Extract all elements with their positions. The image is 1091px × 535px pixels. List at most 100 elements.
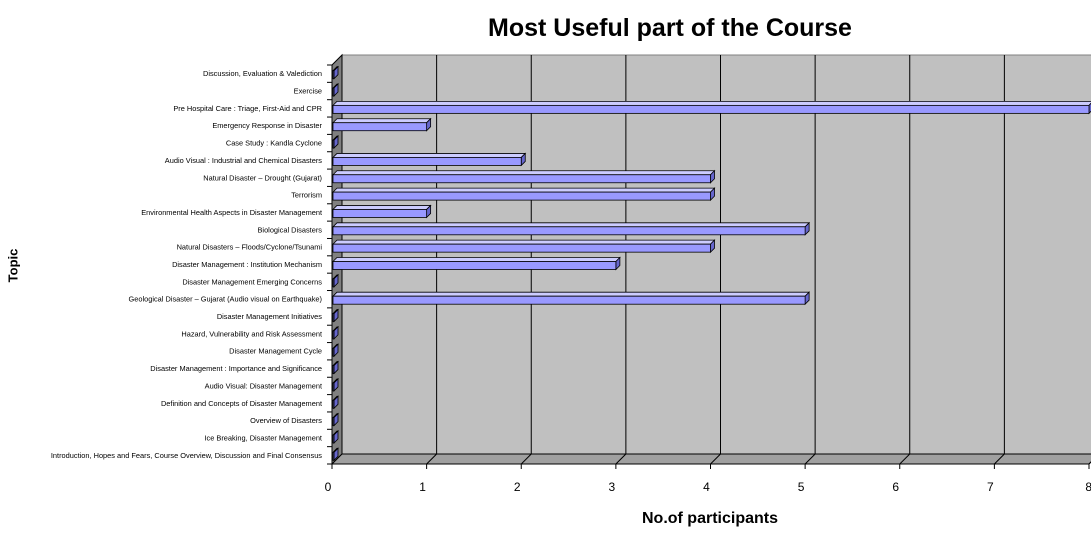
plot-area [330,53,1091,466]
gridline [710,55,721,465]
bar-top-face [332,222,811,228]
category-label: Disaster Management : Institution Mechan… [172,260,322,269]
bar [332,187,716,202]
bar [332,412,339,427]
chart-title: Most Useful part of the Course [488,14,852,42]
bar [332,135,339,150]
bar-front-face [332,295,806,305]
bar-top-face [332,153,527,158]
category-label: Definition and Concepts of Disaster Mana… [161,399,322,408]
x-tick-label: 5 [798,480,805,494]
axes [327,64,1090,469]
gridline [994,55,1005,465]
bar [332,65,339,80]
bar-top-face [332,257,621,262]
bar-top-face [332,118,432,124]
bar [332,343,339,358]
bar [332,308,339,323]
category-label: Introduction, Hopes and Fears, Course Ov… [51,451,322,460]
category-label: Disaster Management : Importance and Sig… [150,364,322,373]
category-labels: Introduction, Hopes and Fears, Course Ov… [51,69,323,460]
bar-front-face [332,347,335,357]
bar [332,447,339,462]
bar [332,221,811,236]
bar [332,100,1091,115]
bar [332,325,339,340]
bar-front-face [332,261,617,270]
category-label: Natural Disaster – Drought (Gujarat) [203,173,322,182]
gridline [804,55,816,465]
bar-top-face [332,100,1091,106]
bar-top-face [332,239,716,245]
x-tick-label: 0 [325,480,332,494]
bars [332,65,1091,462]
bar-front-face [332,382,335,392]
x-tick-label: 6 [892,480,899,494]
bar [332,152,527,167]
category-label: Natural Disasters – Floods/Cyclone/Tsuna… [177,243,323,252]
bar [332,117,432,132]
bar-front-face [332,104,1090,114]
bar-front-face [332,278,335,288]
x-axis-title: No.of participants [641,510,778,527]
bar-front-face [332,451,335,461]
category-label: Disaster Management Initiatives [217,312,322,321]
x-tick-label: 2 [514,480,521,494]
bar [332,360,339,375]
bar-front-face [332,174,711,184]
category-label: Environmental Health Aspects in Disaster… [141,208,322,217]
category-label: Terrorism [291,191,322,200]
category-label: Disaster Management Emerging Concerns [182,277,322,286]
category-label: Audio Visual : Industrial and Chemical D… [165,156,322,165]
bar-front-face [332,209,428,218]
x-tick-label: 1 [419,480,426,494]
category-label: Disaster Management Cycle [229,347,322,356]
bar-front-face [332,417,335,427]
bar [332,273,339,288]
bar [332,169,716,184]
category-label: Audio Visual: Disaster Management [205,381,322,390]
x-tick-label: 7 [987,480,994,494]
bar-front-face [332,87,335,97]
gridline [899,55,911,465]
category-label: Exercise [294,87,322,96]
bar-front-face [332,330,335,340]
bar [332,83,339,97]
bar [332,256,621,271]
bar-front-face [332,122,428,132]
x-tick-label: 8 [1085,480,1091,494]
bar-front-face [332,139,335,149]
category-label: Geological Disaster – Gujarat (Audio vis… [129,295,323,304]
bar [332,204,432,219]
bar [332,291,811,306]
bar [332,395,339,410]
category-label: Biological Disasters [258,225,323,234]
bar-top-face [332,291,811,297]
x-tick-label: 4 [703,480,710,494]
bar-front-face [332,434,335,444]
bar-front-face [332,70,335,80]
bar-top-face [332,205,432,210]
category-label: Pre Hospital Care : Triage, First-Aid an… [173,104,322,113]
category-label: Hazard, Vulnerability and Risk Assessmen… [181,329,322,338]
category-label: Overview of Disasters [250,416,322,425]
category-label: Ice Breaking, Disaster Management [205,433,323,442]
bar [332,430,339,444]
bar-front-face [332,157,522,166]
bar [332,239,716,254]
bar [332,377,339,392]
plot-back-wall [341,54,1091,455]
category-label: Emergency Response in Disaster [212,121,322,130]
bar-top-face [332,170,716,176]
bar-top-face [332,187,716,193]
bar-front-face [332,191,711,201]
bar-front-face [332,399,335,409]
x-tick-label: 3 [609,480,616,494]
tick-labels: 0 1 2 3 4 5 6 7 8 [325,480,1091,494]
category-label: Case Study : Kandla Cyclone [226,139,322,148]
bar-front-face [332,226,806,236]
bar-front-face [332,365,335,374]
bar-front-face [332,243,711,253]
category-label: Discussion, Evaluation & Valediction [203,69,322,78]
